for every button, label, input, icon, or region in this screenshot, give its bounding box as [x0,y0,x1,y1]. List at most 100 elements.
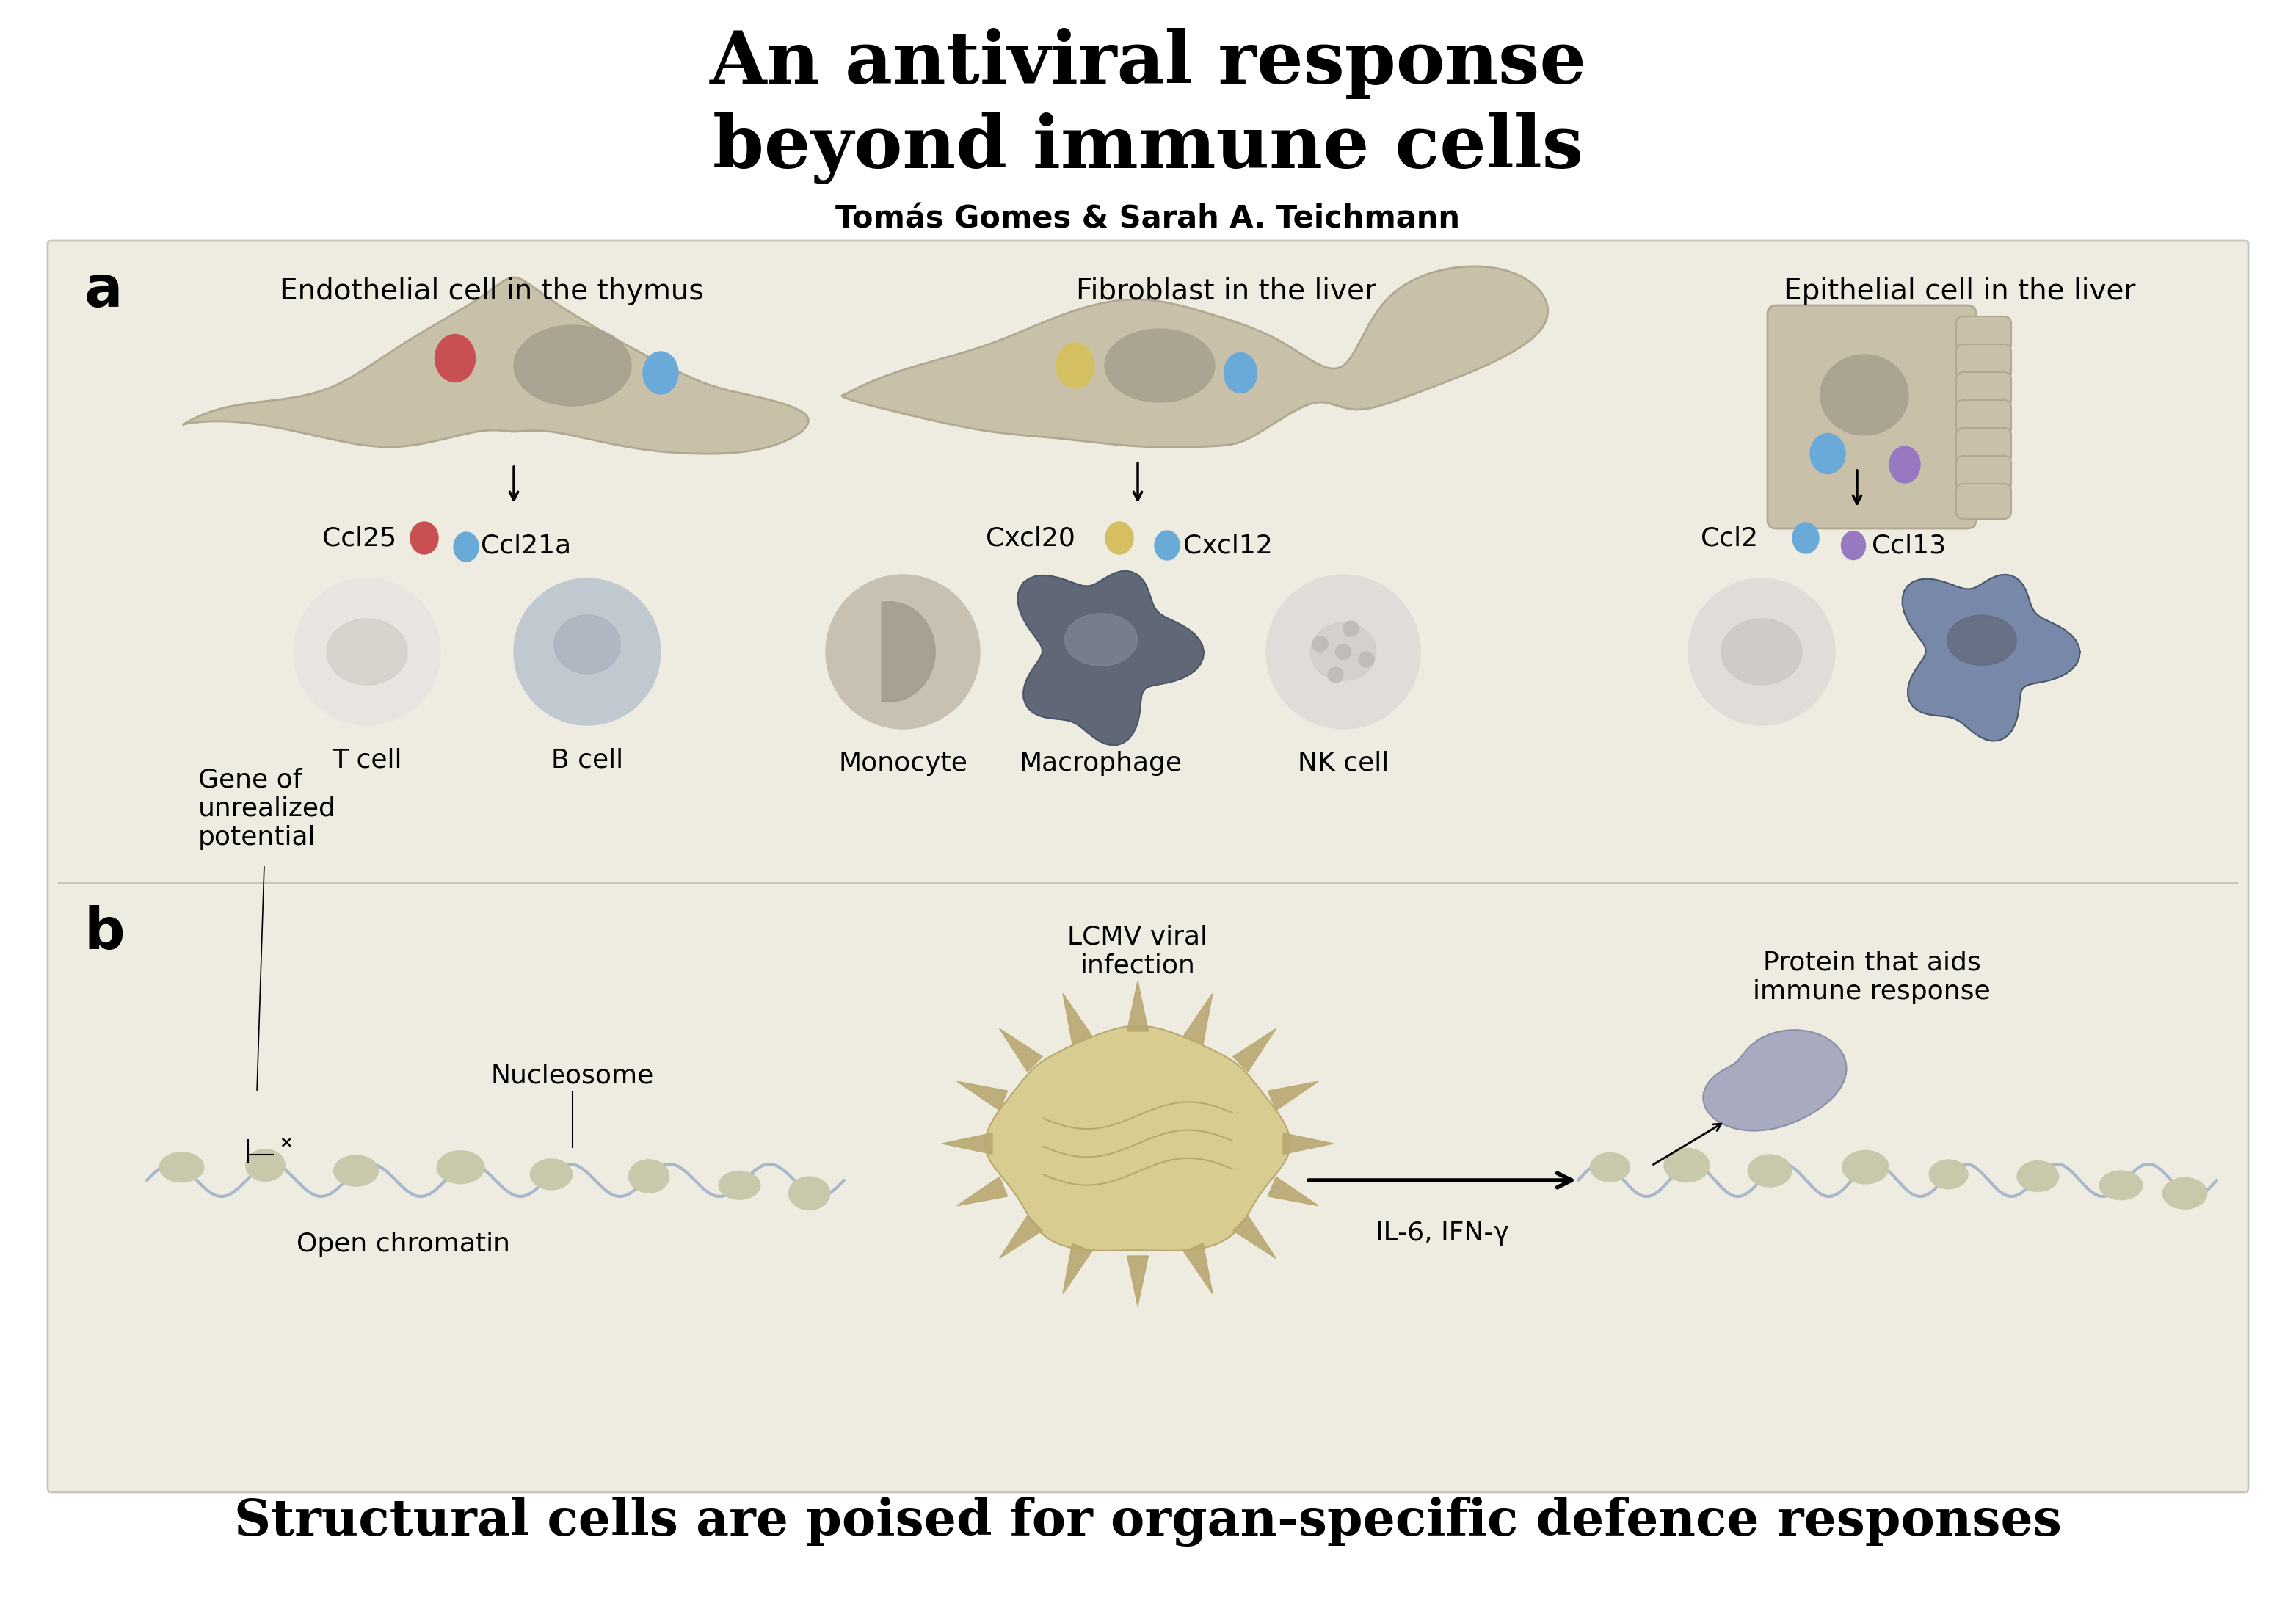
Ellipse shape [643,352,677,393]
Ellipse shape [1841,1150,1890,1184]
Ellipse shape [1929,1160,1968,1188]
Text: Fibroblast in the liver: Fibroblast in the liver [1077,278,1375,305]
Ellipse shape [1665,1148,1708,1182]
Circle shape [514,578,661,726]
Polygon shape [1127,981,1148,1031]
Circle shape [1688,578,1835,726]
Ellipse shape [1104,522,1134,554]
Ellipse shape [2099,1171,2142,1200]
Polygon shape [882,602,934,702]
Text: LCMV viral
infection: LCMV viral infection [1068,925,1208,978]
Text: a: a [85,263,124,318]
Polygon shape [941,1132,992,1155]
Ellipse shape [1224,353,1256,393]
Polygon shape [1283,1132,1334,1155]
Text: b: b [85,906,126,960]
Text: Nucleosome: Nucleosome [491,1063,654,1089]
Polygon shape [957,1177,1008,1206]
Ellipse shape [2018,1161,2060,1192]
Text: Ccl25: Ccl25 [321,525,397,551]
Text: Cxcl12: Cxcl12 [1182,533,1272,557]
FancyBboxPatch shape [1956,483,2011,519]
Text: An antiviral response: An antiviral response [709,27,1587,100]
Ellipse shape [1809,434,1846,474]
Polygon shape [1127,1256,1148,1306]
FancyBboxPatch shape [1956,456,2011,491]
Polygon shape [1267,1081,1318,1110]
Ellipse shape [1311,623,1375,681]
Polygon shape [999,1029,1042,1071]
Circle shape [1336,644,1350,660]
Polygon shape [1182,994,1212,1044]
Text: Macrophage: Macrophage [1019,752,1182,776]
Ellipse shape [629,1160,668,1193]
Ellipse shape [246,1150,285,1182]
FancyBboxPatch shape [48,241,2248,1492]
FancyBboxPatch shape [1956,373,2011,408]
Ellipse shape [1841,532,1867,559]
Text: Gene of
unrealized
potential: Gene of unrealized potential [197,768,335,850]
Circle shape [1359,652,1373,666]
Text: Ccl21a: Ccl21a [480,533,572,557]
Polygon shape [1704,1029,1846,1131]
Polygon shape [985,1026,1290,1251]
Polygon shape [843,267,1548,446]
Ellipse shape [158,1152,204,1182]
Text: Epithelial cell in the liver: Epithelial cell in the liver [1784,278,2135,305]
Text: Structural cells are poised for organ-specific defence responses: Structural cells are poised for organ-sp… [234,1497,2062,1547]
Text: Monocyte: Monocyte [838,752,967,776]
Ellipse shape [1890,446,1919,483]
Ellipse shape [1821,355,1908,435]
Polygon shape [1182,1243,1212,1294]
Circle shape [294,578,441,726]
Polygon shape [1063,1243,1093,1294]
Text: Endothelial cell in the thymus: Endothelial cell in the thymus [280,278,705,305]
Ellipse shape [436,1152,484,1184]
Ellipse shape [1747,1155,1791,1187]
Text: NK cell: NK cell [1297,752,1389,776]
Ellipse shape [1104,329,1215,402]
Polygon shape [1267,1177,1318,1206]
Polygon shape [1063,994,1093,1044]
Ellipse shape [719,1171,760,1200]
FancyBboxPatch shape [1956,344,2011,379]
Ellipse shape [2163,1177,2206,1209]
Ellipse shape [333,1155,379,1187]
FancyBboxPatch shape [1956,316,2011,352]
Text: T cell: T cell [333,747,402,772]
FancyBboxPatch shape [1956,400,2011,435]
FancyBboxPatch shape [1768,305,1977,528]
Ellipse shape [1591,1153,1630,1182]
Text: beyond immune cells: beyond immune cells [712,112,1584,185]
Text: B cell: B cell [551,747,622,772]
Ellipse shape [326,618,406,684]
Circle shape [1327,666,1343,683]
Ellipse shape [1793,522,1818,554]
Text: Ccl2: Ccl2 [1701,525,1759,551]
Text: Open chromatin: Open chromatin [296,1232,510,1256]
FancyBboxPatch shape [1956,427,2011,463]
Ellipse shape [1056,342,1095,389]
Circle shape [1313,636,1327,652]
Ellipse shape [411,522,439,554]
Polygon shape [1233,1029,1277,1071]
Polygon shape [184,278,808,454]
Polygon shape [999,1216,1042,1259]
Ellipse shape [1155,530,1180,560]
Ellipse shape [530,1160,572,1190]
Ellipse shape [455,532,478,562]
Text: Tomás Gomes & Sarah A. Teichmann: Tomás Gomes & Sarah A. Teichmann [836,204,1460,234]
Polygon shape [957,1081,1008,1110]
Text: Cxcl20: Cxcl20 [985,525,1075,551]
Text: Protein that aids
immune response: Protein that aids immune response [1752,951,1991,1004]
Text: ×: × [278,1135,292,1150]
Text: Ccl13: Ccl13 [1871,533,1947,557]
Polygon shape [1233,1216,1277,1259]
Circle shape [1265,575,1421,729]
Ellipse shape [1947,615,2016,665]
Ellipse shape [514,324,631,406]
Text: IL-6, IFN-γ: IL-6, IFN-γ [1375,1221,1508,1246]
Ellipse shape [553,615,620,675]
Ellipse shape [434,334,475,382]
Ellipse shape [790,1177,829,1209]
